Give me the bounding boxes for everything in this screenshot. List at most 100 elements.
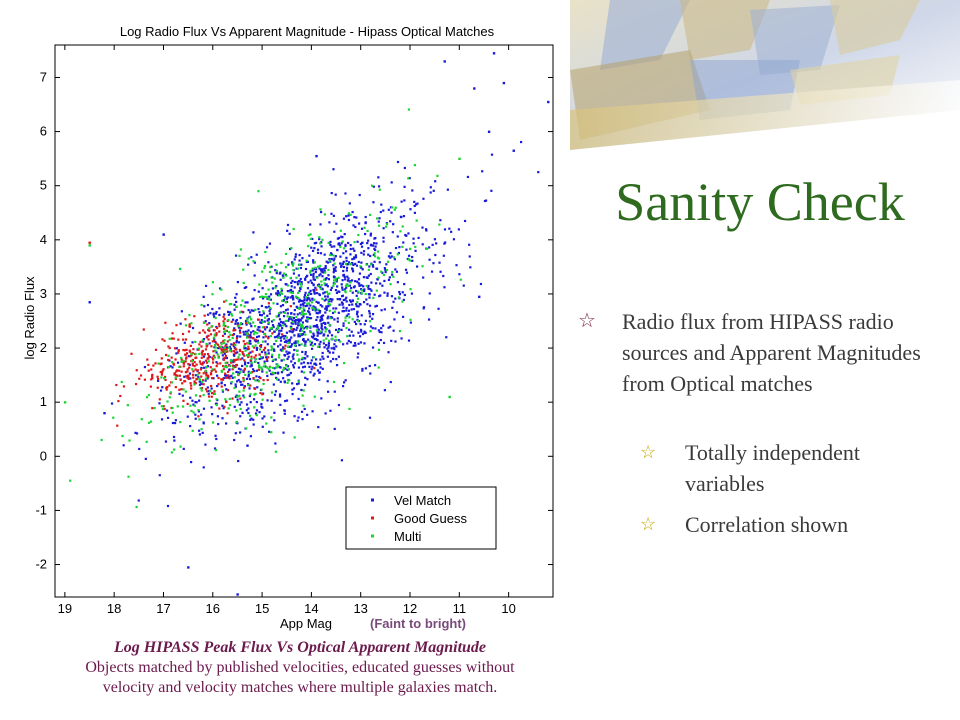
data-point: [328, 221, 331, 224]
data-point: [257, 290, 260, 293]
data-point: [262, 312, 265, 315]
data-point: [297, 333, 300, 336]
data-point: [254, 354, 257, 357]
data-point: [344, 262, 347, 265]
data-point: [192, 376, 195, 379]
data-point: [362, 253, 365, 256]
data-point: [228, 397, 231, 400]
data-point: [254, 338, 257, 341]
data-point: [300, 343, 303, 346]
data-point: [252, 321, 255, 324]
data-point: [178, 388, 181, 391]
data-point: [191, 364, 194, 367]
data-point: [342, 265, 346, 269]
data-point: [300, 362, 303, 365]
data-point: [396, 253, 399, 256]
data-point: [302, 315, 305, 318]
data-point: [402, 241, 405, 244]
data-point: [251, 371, 254, 374]
data-point: [317, 301, 320, 305]
data-point: [218, 287, 222, 290]
data-point: [315, 154, 318, 158]
data-point: [122, 385, 126, 388]
data-point: [293, 362, 296, 365]
data-point: [279, 343, 282, 346]
data-point: [218, 307, 221, 310]
data-point: [252, 423, 255, 426]
data-point: [414, 249, 417, 252]
data-point: [244, 361, 247, 364]
data-point: [303, 301, 306, 304]
data-point: [332, 351, 335, 354]
data-point: [409, 318, 412, 321]
data-point: [301, 317, 304, 320]
data-point: [385, 263, 388, 266]
legend-marker: [371, 534, 374, 538]
data-point: [315, 363, 318, 366]
data-point: [260, 318, 263, 322]
data-point: [318, 378, 321, 381]
data-point: [335, 280, 338, 283]
data-point: [279, 291, 282, 294]
data-point: [195, 363, 198, 366]
data-point: [392, 300, 395, 303]
data-point: [300, 285, 303, 288]
figure-caption: Log HIPASS Peak Flux Vs Optical Apparent…: [0, 638, 600, 698]
data-point: [336, 320, 339, 323]
data-point: [309, 371, 312, 374]
data-point: [304, 296, 308, 299]
data-point: [302, 304, 305, 307]
data-point: [257, 190, 260, 193]
data-point: [271, 332, 274, 335]
data-point: [298, 259, 301, 262]
data-point: [304, 267, 308, 271]
data-point: [243, 385, 247, 388]
data-point: [300, 323, 304, 327]
data-point: [153, 406, 156, 410]
data-point: [321, 328, 324, 331]
data-point: [289, 327, 293, 330]
data-point: [277, 326, 280, 330]
data-point: [254, 308, 257, 311]
data-point: [241, 322, 244, 326]
data-point: [285, 331, 289, 334]
data-point: [315, 292, 319, 295]
data-point: [166, 416, 170, 420]
data-point: [349, 300, 353, 303]
data-point: [370, 263, 373, 266]
data-point: [360, 292, 363, 295]
data-point: [320, 280, 323, 283]
data-point: [191, 373, 195, 376]
data-point: [220, 348, 223, 352]
data-point: [355, 312, 359, 316]
data-point: [410, 292, 414, 295]
data-point: [138, 447, 141, 451]
data-point: [270, 416, 273, 419]
data-point: [208, 399, 211, 402]
data-point: [368, 364, 371, 368]
data-point: [389, 252, 392, 255]
data-point: [287, 341, 290, 344]
data-point: [348, 328, 351, 331]
data-point: [271, 281, 274, 284]
data-point: [267, 318, 270, 321]
data-point: [340, 328, 343, 331]
data-point: [356, 301, 359, 304]
data-point: [362, 276, 366, 279]
data-point: [327, 278, 330, 281]
data-point: [185, 348, 188, 351]
data-point: [158, 474, 161, 477]
data-point: [224, 356, 227, 360]
data-point: [352, 247, 355, 250]
data-point: [265, 326, 268, 329]
data-point: [339, 255, 342, 258]
data-point: [277, 365, 280, 368]
data-point: [319, 273, 322, 276]
data-point: [277, 378, 280, 381]
data-point: [238, 329, 242, 332]
data-point: [377, 366, 380, 369]
data-point: [329, 303, 332, 306]
data-point: [294, 295, 297, 298]
data-point: [394, 206, 397, 209]
data-point: [337, 236, 341, 240]
